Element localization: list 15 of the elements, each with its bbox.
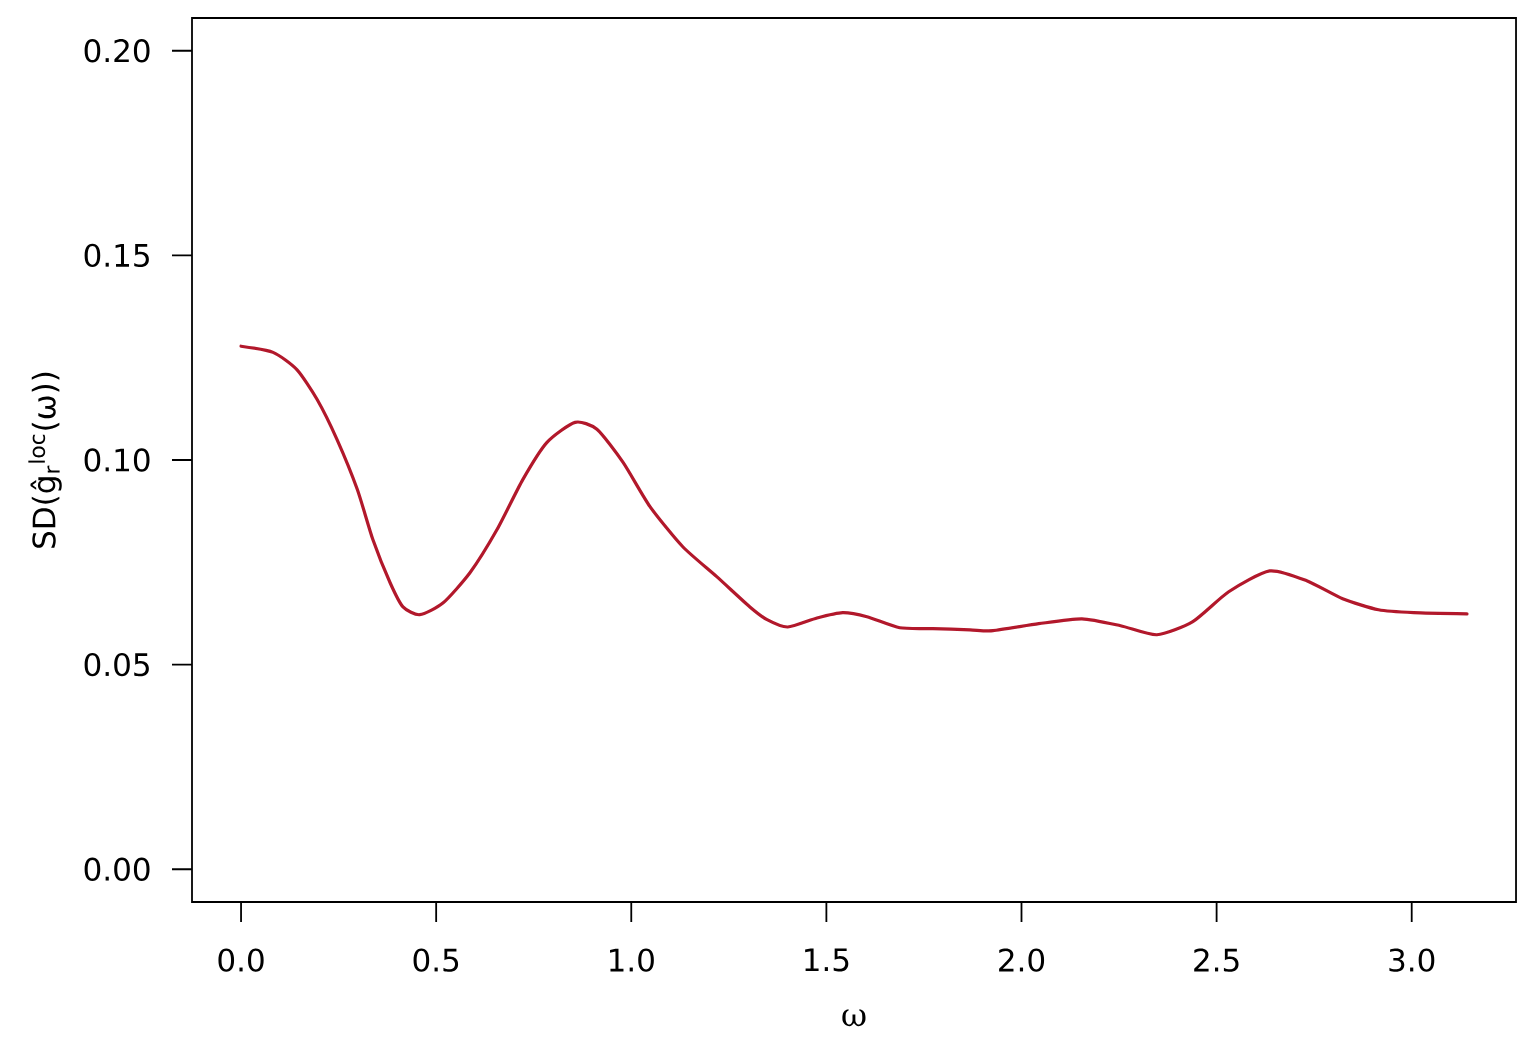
y-axis-title: SD(ĝ$_{r}$$^{loc}$(ω)) [28, 372, 62, 548]
x-tick-label: 3.0 [1389, 948, 1435, 972]
y-tick-label: 0.10 [84, 448, 150, 472]
x-tick-label: 1.5 [805, 948, 849, 972]
y-tick-label: 0.05 [84, 652, 149, 677]
x-tick-label: 2.5 [1194, 948, 1239, 972]
x-tick-label: 1.0 [610, 948, 654, 972]
y-tick-label: 0.15 [84, 243, 149, 268]
x-tick-label: 0.0 [218, 948, 264, 972]
x-tick-label: 2.0 [999, 948, 1045, 972]
line-series [239, 344, 1469, 637]
y-tick-label: 0.00 [84, 857, 150, 881]
x-tick-label: 0.5 [413, 948, 459, 972]
y-tick-label: 0.20 [84, 39, 150, 63]
x-axis-title: ω [842, 1009, 866, 1027]
